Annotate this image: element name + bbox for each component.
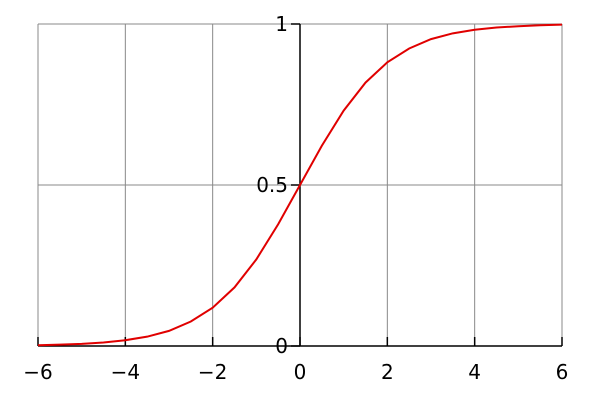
x-tick-label: 6 [556, 360, 569, 384]
x-tick-label: −4 [111, 360, 140, 384]
tick-labels: −6 −4 −2 0 2 4 6 0 0.5 1 [23, 12, 568, 384]
x-tick-label: 0 [294, 360, 307, 384]
x-tick-label: −2 [198, 360, 227, 384]
y-tick-label: 1 [275, 12, 288, 36]
y-tick-label: 0 [275, 334, 288, 358]
y-tick-label: 0.5 [256, 173, 288, 197]
x-tick-label: 2 [381, 360, 394, 384]
series-layer [37, 23, 563, 347]
series-line [37, 23, 563, 347]
x-tick-label: −6 [23, 360, 52, 384]
x-tick-label: 4 [468, 360, 481, 384]
